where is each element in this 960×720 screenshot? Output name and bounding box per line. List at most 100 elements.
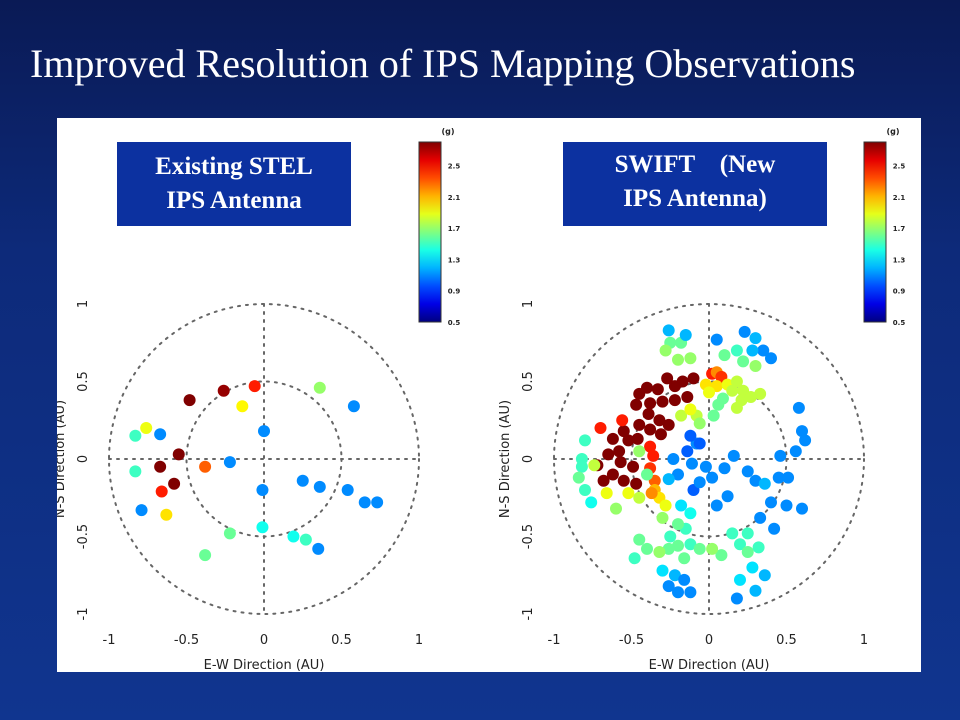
data-point xyxy=(661,372,674,385)
colorbar-tick-label: 2.1 xyxy=(893,194,906,202)
data-point xyxy=(672,539,684,552)
data-point xyxy=(738,325,751,338)
data-point xyxy=(341,484,354,496)
data-point xyxy=(676,375,689,388)
data-point xyxy=(140,422,153,434)
data-point xyxy=(672,586,684,599)
data-point xyxy=(199,549,212,562)
data-point xyxy=(656,564,669,577)
data-point xyxy=(668,394,681,407)
data-point xyxy=(687,372,700,385)
data-point xyxy=(217,384,230,397)
colorbar xyxy=(863,141,887,323)
data-point xyxy=(707,409,720,422)
data-point xyxy=(645,487,658,500)
data-point xyxy=(710,333,723,346)
y-tick-label: 0 xyxy=(521,455,536,463)
data-point xyxy=(256,484,269,496)
y-tick-label: 0 xyxy=(76,455,91,463)
data-point xyxy=(588,459,601,472)
data-point xyxy=(734,538,746,551)
data-point xyxy=(616,414,629,427)
data-point xyxy=(703,386,715,399)
data-point xyxy=(718,462,731,475)
data-point xyxy=(258,425,270,438)
x-tick-label: 1 xyxy=(860,633,868,648)
data-point xyxy=(248,380,261,393)
data-point xyxy=(741,527,754,540)
data-point xyxy=(693,437,706,450)
y-tick-label: -0.5 xyxy=(521,524,536,549)
data-point xyxy=(602,448,615,461)
data-point xyxy=(752,541,765,554)
colorbar-tick-label: 1.3 xyxy=(893,256,906,264)
data-point xyxy=(734,573,746,586)
data-point xyxy=(730,592,743,605)
data-point xyxy=(641,381,653,394)
data-point xyxy=(653,414,666,427)
data-point xyxy=(668,569,681,582)
data-point xyxy=(681,391,694,403)
data-point xyxy=(256,521,269,534)
colorbar-tick-label: 2.5 xyxy=(893,162,906,170)
y-tick-label: 1 xyxy=(76,300,91,308)
x-tick-label: 0.5 xyxy=(776,633,797,648)
data-point xyxy=(796,425,808,438)
data-point xyxy=(299,533,312,546)
data-point xyxy=(765,352,777,365)
data-point xyxy=(693,476,706,489)
colorbar-unit: (g) xyxy=(886,127,899,136)
left-label-line-2: IPS Antenna xyxy=(166,187,302,214)
data-point xyxy=(684,538,697,551)
colorbar-tick-label: 0.5 xyxy=(893,319,906,327)
data-point xyxy=(627,460,640,473)
y-tick-label: -1 xyxy=(521,608,536,621)
left-label-line-1: Existing STEL xyxy=(155,153,313,180)
data-point xyxy=(672,353,684,366)
y-tick-label: 0.5 xyxy=(76,371,91,392)
left-panel-label: Existing STEL IPS Antenna xyxy=(117,142,351,226)
data-point xyxy=(628,552,641,565)
x-tick-label: -1 xyxy=(548,633,561,648)
data-point xyxy=(710,499,723,512)
data-point xyxy=(684,403,697,416)
data-point xyxy=(684,429,697,442)
data-point xyxy=(129,465,142,478)
data-point xyxy=(672,468,684,481)
x-tick-label: 0 xyxy=(705,633,713,648)
colorbar-tick-label: 2.1 xyxy=(448,194,461,202)
data-point xyxy=(633,418,646,431)
colorbar xyxy=(418,141,442,323)
data-point xyxy=(721,490,734,503)
data-point xyxy=(617,425,630,438)
y-axis-label: N-S Direction (AU) xyxy=(57,400,68,518)
data-point xyxy=(758,569,771,582)
right-label-line-2: IPS Antenna) xyxy=(623,185,767,212)
data-point xyxy=(358,496,371,509)
data-point xyxy=(693,542,706,555)
data-point xyxy=(631,432,644,445)
data-point xyxy=(746,561,759,574)
data-point xyxy=(313,480,326,493)
data-point xyxy=(659,344,672,357)
data-point xyxy=(633,533,646,546)
data-point xyxy=(659,499,672,512)
data-point xyxy=(780,499,793,512)
data-point xyxy=(768,522,781,535)
data-point xyxy=(684,586,697,599)
data-point xyxy=(600,487,613,500)
y-tick-label: 0.5 xyxy=(521,371,536,392)
data-point xyxy=(664,530,677,543)
data-point xyxy=(684,352,697,365)
data-point xyxy=(754,511,767,524)
x-tick-label: 0.5 xyxy=(331,633,352,648)
data-point xyxy=(799,434,812,447)
data-point xyxy=(746,344,759,357)
data-point xyxy=(693,417,706,430)
data-point xyxy=(633,491,646,504)
data-point xyxy=(772,471,785,484)
colorbar-tick-label: 0.9 xyxy=(893,288,906,296)
slide-title: Improved Resolution of IPS Mapping Obser… xyxy=(30,41,856,86)
x-axis-label: E-W Direction (AU) xyxy=(204,658,325,672)
data-point xyxy=(347,400,360,413)
